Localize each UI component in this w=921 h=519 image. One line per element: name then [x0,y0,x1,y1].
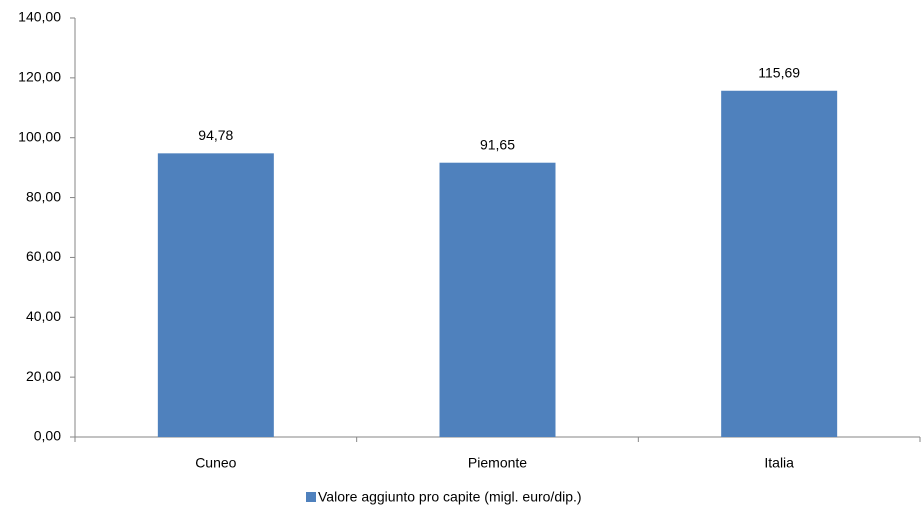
y-tick-label: 100,00 [18,128,61,144]
bar [157,153,274,437]
bar [439,162,556,437]
legend-label: Valore aggiunto pro capite (migl. euro/d… [318,489,582,505]
y-tick-label: 20,00 [26,368,61,384]
y-tick-label: 0,00 [34,428,61,444]
y-tick-label: 40,00 [26,308,61,324]
y-tick-label: 140,00 [18,9,61,25]
y-tick-label: 60,00 [26,248,61,264]
value-label: 91,65 [480,136,515,152]
x-tick-label: Italia [764,455,794,471]
x-tick-label: Cuneo [195,455,236,471]
bar [721,90,838,438]
legend-swatch [306,492,316,502]
y-tick-label: 120,00 [18,69,61,85]
value-label: 94,78 [198,127,233,143]
x-tick-label: Piemonte [468,455,527,471]
value-label: 115,69 [758,64,800,80]
y-tick-label: 80,00 [26,188,61,204]
